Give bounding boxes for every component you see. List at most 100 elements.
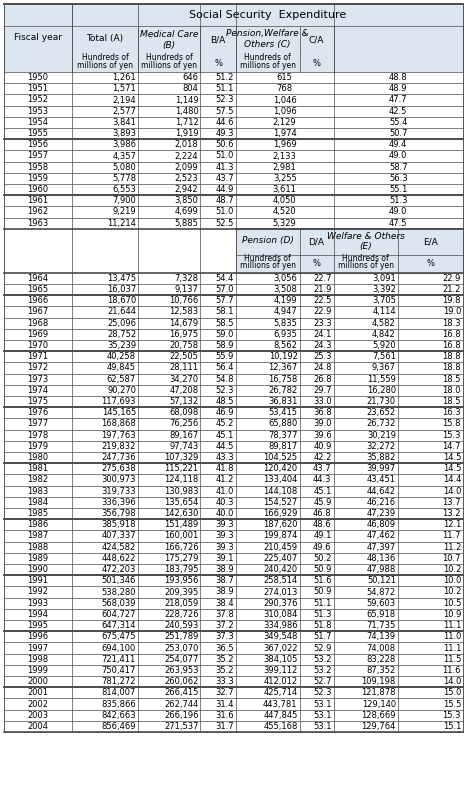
Text: 2002: 2002 bbox=[28, 699, 49, 708]
Text: 45.9: 45.9 bbox=[313, 498, 332, 507]
Text: 2004: 2004 bbox=[28, 722, 49, 731]
Text: 13,475: 13,475 bbox=[107, 274, 136, 283]
Text: 183,795: 183,795 bbox=[164, 565, 198, 574]
Text: 14.4: 14.4 bbox=[443, 476, 461, 484]
Text: 129,764: 129,764 bbox=[361, 722, 396, 731]
Text: 57.7: 57.7 bbox=[215, 296, 234, 306]
Text: 1954: 1954 bbox=[28, 118, 49, 127]
Text: 399,112: 399,112 bbox=[263, 666, 297, 675]
Text: 4,199: 4,199 bbox=[274, 296, 297, 306]
Text: 45.1: 45.1 bbox=[313, 487, 332, 496]
Text: 448,622: 448,622 bbox=[102, 554, 136, 563]
Text: 53.2: 53.2 bbox=[313, 654, 332, 664]
Text: 74,008: 74,008 bbox=[367, 643, 396, 653]
Text: 1964: 1964 bbox=[28, 274, 49, 283]
Text: 1969: 1969 bbox=[28, 330, 49, 339]
Text: Pension,Welfare &: Pension,Welfare & bbox=[226, 30, 309, 38]
Text: 2,577: 2,577 bbox=[112, 107, 136, 115]
Text: 38.9: 38.9 bbox=[215, 588, 234, 597]
Text: 253,070: 253,070 bbox=[164, 643, 198, 653]
Text: 166,929: 166,929 bbox=[263, 509, 297, 518]
Text: 1956: 1956 bbox=[28, 140, 49, 149]
Text: 49.6: 49.6 bbox=[313, 543, 332, 552]
Text: 1986: 1986 bbox=[28, 520, 49, 529]
Text: 1,969: 1,969 bbox=[273, 140, 297, 149]
Text: 1983: 1983 bbox=[28, 487, 49, 496]
Text: 11,214: 11,214 bbox=[107, 219, 136, 228]
Text: 2,942: 2,942 bbox=[175, 185, 198, 194]
Text: 1951: 1951 bbox=[28, 84, 49, 93]
Text: 130,983: 130,983 bbox=[164, 487, 198, 496]
Text: 18.8: 18.8 bbox=[442, 352, 461, 361]
Text: 1999: 1999 bbox=[28, 666, 49, 675]
Text: 1990: 1990 bbox=[28, 565, 49, 574]
Text: 29.7: 29.7 bbox=[313, 386, 332, 395]
Text: 6,935: 6,935 bbox=[274, 330, 297, 339]
Text: 385,918: 385,918 bbox=[101, 520, 136, 529]
Text: 59,603: 59,603 bbox=[367, 599, 396, 608]
Text: 51.2: 51.2 bbox=[215, 73, 234, 82]
Text: 319,733: 319,733 bbox=[101, 487, 136, 496]
Text: 1981: 1981 bbox=[28, 464, 49, 473]
Text: 45.2: 45.2 bbox=[215, 419, 234, 428]
Text: 1,919: 1,919 bbox=[175, 129, 198, 138]
Text: 28,111: 28,111 bbox=[170, 363, 198, 372]
Text: 274,013: 274,013 bbox=[263, 588, 297, 597]
Text: 258,514: 258,514 bbox=[263, 577, 297, 585]
Text: 128,669: 128,669 bbox=[361, 711, 396, 719]
Text: 4,699: 4,699 bbox=[175, 208, 198, 217]
Text: 1952: 1952 bbox=[28, 95, 49, 104]
Text: 89,167: 89,167 bbox=[169, 431, 198, 439]
Text: 34,270: 34,270 bbox=[170, 375, 198, 383]
Text: 5,080: 5,080 bbox=[112, 163, 136, 172]
Text: 35,239: 35,239 bbox=[107, 341, 136, 350]
Text: (B): (B) bbox=[163, 41, 176, 50]
Text: 9,367: 9,367 bbox=[372, 363, 396, 372]
Text: 240,420: 240,420 bbox=[263, 565, 297, 574]
Text: 1953: 1953 bbox=[28, 107, 49, 115]
Text: 1968: 1968 bbox=[28, 318, 49, 328]
Text: 10.2: 10.2 bbox=[443, 588, 461, 597]
Text: 1970: 1970 bbox=[28, 341, 49, 350]
Text: 44.5: 44.5 bbox=[215, 442, 234, 451]
Text: 43,451: 43,451 bbox=[367, 476, 396, 484]
Text: 1965: 1965 bbox=[28, 285, 49, 294]
Text: 51.3: 51.3 bbox=[313, 610, 332, 619]
Text: 1960: 1960 bbox=[28, 185, 49, 194]
Text: 15.3: 15.3 bbox=[443, 711, 461, 719]
Text: 3,056: 3,056 bbox=[274, 274, 297, 283]
Text: 43.7: 43.7 bbox=[313, 464, 332, 473]
Text: 47,462: 47,462 bbox=[367, 532, 396, 541]
Text: 49.4: 49.4 bbox=[389, 140, 408, 149]
Text: 39.3: 39.3 bbox=[215, 543, 234, 552]
Text: 336,396: 336,396 bbox=[101, 498, 136, 507]
Text: 12,367: 12,367 bbox=[269, 363, 297, 372]
Text: 48.8: 48.8 bbox=[389, 73, 408, 82]
Text: 47,988: 47,988 bbox=[367, 565, 396, 574]
Text: 26.8: 26.8 bbox=[313, 375, 332, 383]
Text: B/A: B/A bbox=[211, 35, 226, 44]
Bar bbox=[4, 4, 463, 26]
Text: 3,705: 3,705 bbox=[372, 296, 396, 306]
Text: 22.9: 22.9 bbox=[443, 274, 461, 283]
Text: 55.1: 55.1 bbox=[389, 185, 408, 194]
Text: 11.6: 11.6 bbox=[443, 666, 461, 675]
Text: 46.8: 46.8 bbox=[313, 509, 332, 518]
Text: 1963: 1963 bbox=[28, 219, 49, 228]
Text: 53.1: 53.1 bbox=[313, 722, 332, 731]
Text: 115,221: 115,221 bbox=[164, 464, 198, 473]
Text: 310,084: 310,084 bbox=[263, 610, 297, 619]
Text: 1994: 1994 bbox=[28, 610, 49, 619]
Text: 1959: 1959 bbox=[28, 174, 49, 183]
Text: 44.3: 44.3 bbox=[313, 476, 332, 484]
Text: 1989: 1989 bbox=[28, 554, 49, 563]
Text: 42.5: 42.5 bbox=[389, 107, 408, 115]
Text: 53.2: 53.2 bbox=[313, 666, 332, 675]
Text: 24.8: 24.8 bbox=[313, 363, 332, 372]
Text: 1991: 1991 bbox=[28, 577, 49, 585]
Text: 49.3: 49.3 bbox=[215, 129, 234, 138]
Text: 49.1: 49.1 bbox=[313, 532, 332, 541]
Text: 47.5: 47.5 bbox=[389, 219, 408, 228]
Text: 65,880: 65,880 bbox=[269, 419, 297, 428]
Text: 271,537: 271,537 bbox=[164, 722, 198, 731]
